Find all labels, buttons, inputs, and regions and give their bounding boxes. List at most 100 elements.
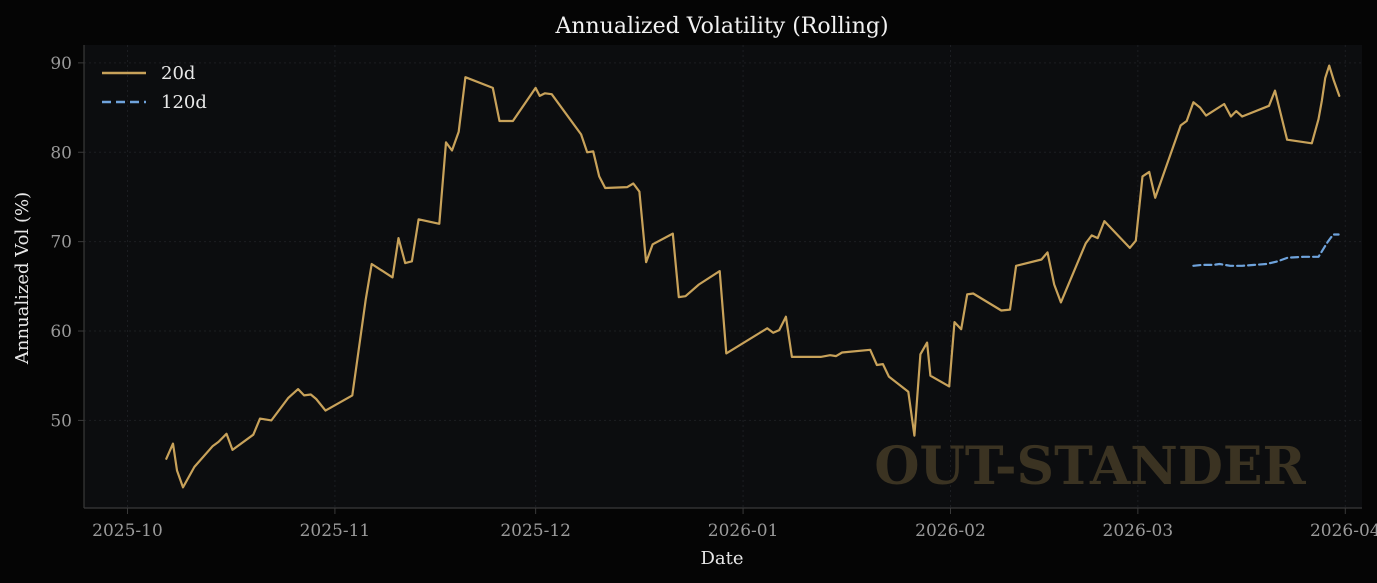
data-point-20d-94 bbox=[1180, 125, 1182, 127]
data-point-20d-10 bbox=[259, 418, 261, 420]
data-point-20d-48 bbox=[652, 243, 654, 245]
data-point-20d-99 bbox=[1223, 103, 1225, 105]
data-point-20d-87 bbox=[1097, 237, 1099, 239]
data-point-20d-28 bbox=[445, 142, 447, 144]
data-point-20d-68 bbox=[907, 391, 909, 393]
data-point-20d-22 bbox=[392, 277, 394, 279]
data-point-20d-43 bbox=[604, 187, 606, 189]
data-point-20d-34 bbox=[512, 120, 514, 122]
data-point-20d-36 bbox=[539, 95, 541, 97]
data-point-20d-55 bbox=[766, 327, 768, 329]
data-point-20d-104 bbox=[1274, 90, 1276, 92]
data-point-20d-97 bbox=[1199, 107, 1201, 109]
data-point-20d-45 bbox=[632, 183, 634, 185]
x-tick-label-2026-01: 2026-01 bbox=[708, 521, 779, 541]
data-point-120d-2 bbox=[1213, 264, 1215, 266]
data-point-20d-86 bbox=[1091, 235, 1093, 237]
data-point-20d-93 bbox=[1154, 197, 1156, 199]
data-point-20d-66 bbox=[882, 363, 884, 365]
data-point-20d-54 bbox=[725, 353, 727, 355]
data-point-20d-46 bbox=[639, 191, 641, 193]
data-point-20d-108 bbox=[1321, 100, 1323, 102]
data-point-20d-89 bbox=[1129, 247, 1131, 249]
data-point-20d-57 bbox=[778, 329, 780, 331]
data-point-20d-52 bbox=[698, 284, 700, 286]
data-point-20d-15 bbox=[310, 394, 312, 396]
data-point-120d-13 bbox=[1332, 234, 1334, 236]
data-point-20d-90 bbox=[1135, 240, 1137, 242]
data-point-20d-80 bbox=[1015, 265, 1017, 267]
y-tick-label-60: 60 bbox=[50, 322, 72, 342]
data-point-20d-25 bbox=[411, 260, 413, 262]
data-point-20d-50 bbox=[678, 296, 680, 298]
data-point-20d-85 bbox=[1085, 243, 1087, 245]
data-point-20d-58 bbox=[785, 316, 787, 318]
series-group bbox=[165, 64, 1341, 489]
data-point-20d-32 bbox=[492, 87, 494, 89]
data-point-120d-9 bbox=[1287, 257, 1289, 259]
data-point-20d-41 bbox=[592, 151, 594, 153]
data-point-20d-0 bbox=[165, 458, 167, 460]
data-point-120d-0 bbox=[1193, 265, 1195, 267]
data-point-20d-47 bbox=[645, 261, 647, 263]
data-point-20d-88 bbox=[1104, 220, 1106, 222]
data-point-20d-70 bbox=[920, 353, 922, 355]
data-point-20d-98 bbox=[1205, 115, 1207, 117]
data-point-20d-74 bbox=[954, 321, 956, 323]
data-point-20d-56 bbox=[772, 332, 774, 334]
data-point-20d-103 bbox=[1268, 105, 1270, 107]
data-point-20d-76 bbox=[966, 294, 968, 296]
data-point-20d-63 bbox=[841, 352, 843, 354]
data-point-20d-65 bbox=[876, 364, 878, 366]
chart-title: Annualized Volatility (Rolling) bbox=[554, 14, 888, 39]
grid bbox=[84, 45, 1362, 508]
data-point-120d-10 bbox=[1303, 256, 1305, 258]
data-point-20d-24 bbox=[404, 262, 406, 264]
data-point-20d-101 bbox=[1235, 110, 1237, 112]
x-tick-label-2026-03: 2026-03 bbox=[1103, 521, 1174, 541]
x-tick-label-2026-02: 2026-02 bbox=[915, 521, 986, 541]
data-point-20d-42 bbox=[598, 176, 600, 178]
data-point-20d-30 bbox=[458, 131, 460, 133]
data-point-120d-6 bbox=[1253, 264, 1255, 266]
data-point-20d-35 bbox=[535, 87, 537, 89]
data-point-20d-8 bbox=[232, 449, 234, 451]
data-point-20d-64 bbox=[869, 349, 871, 351]
data-point-20d-19 bbox=[359, 342, 361, 344]
data-point-20d-95 bbox=[1186, 120, 1188, 122]
data-point-20d-96 bbox=[1193, 101, 1195, 103]
data-point-120d-3 bbox=[1219, 263, 1221, 265]
data-point-20d-38 bbox=[551, 93, 553, 95]
data-point-20d-82 bbox=[1047, 252, 1049, 254]
data-point-120d-5 bbox=[1241, 265, 1243, 267]
data-point-20d-37 bbox=[544, 92, 546, 94]
legend-label-20d: 20d bbox=[161, 63, 195, 84]
data-point-20d-110 bbox=[1328, 65, 1330, 67]
axis-ticks: 50 60 70 80 90 2025-10 2025-11 2025-12 2026-01 20… bbox=[50, 54, 1377, 541]
data-point-20d-60 bbox=[820, 356, 822, 358]
data-point-20d-51 bbox=[685, 295, 687, 297]
data-point-20d-111 bbox=[1333, 80, 1335, 82]
x-tick-label-2025-10: 2025-10 bbox=[92, 521, 163, 541]
data-point-20d-9 bbox=[252, 434, 254, 436]
y-tick-label-50: 50 bbox=[50, 411, 72, 431]
data-point-20d-92 bbox=[1148, 171, 1150, 173]
data-point-20d-75 bbox=[960, 328, 962, 330]
data-point-20d-62 bbox=[835, 355, 837, 357]
series-line-120d bbox=[1192, 233, 1340, 267]
data-point-20d-71 bbox=[926, 342, 928, 344]
data-point-20d-5 bbox=[212, 445, 214, 447]
data-point-20d-29 bbox=[451, 150, 453, 152]
data-point-20d-11 bbox=[271, 420, 273, 422]
data-point-20d-17 bbox=[325, 410, 327, 412]
data-point-120d-14 bbox=[1338, 234, 1340, 236]
data-point-20d-6 bbox=[218, 441, 220, 443]
data-point-20d-49 bbox=[672, 233, 674, 235]
data-point-20d-77 bbox=[972, 293, 974, 295]
y-axis-label: Annualized Vol (%) bbox=[12, 192, 33, 365]
data-point-20d-61 bbox=[829, 354, 831, 356]
data-point-20d-102 bbox=[1241, 116, 1243, 118]
data-point-120d-8 bbox=[1277, 260, 1279, 262]
watermark: OUT-STANDER bbox=[874, 436, 1306, 497]
data-point-20d-79 bbox=[1009, 309, 1011, 311]
